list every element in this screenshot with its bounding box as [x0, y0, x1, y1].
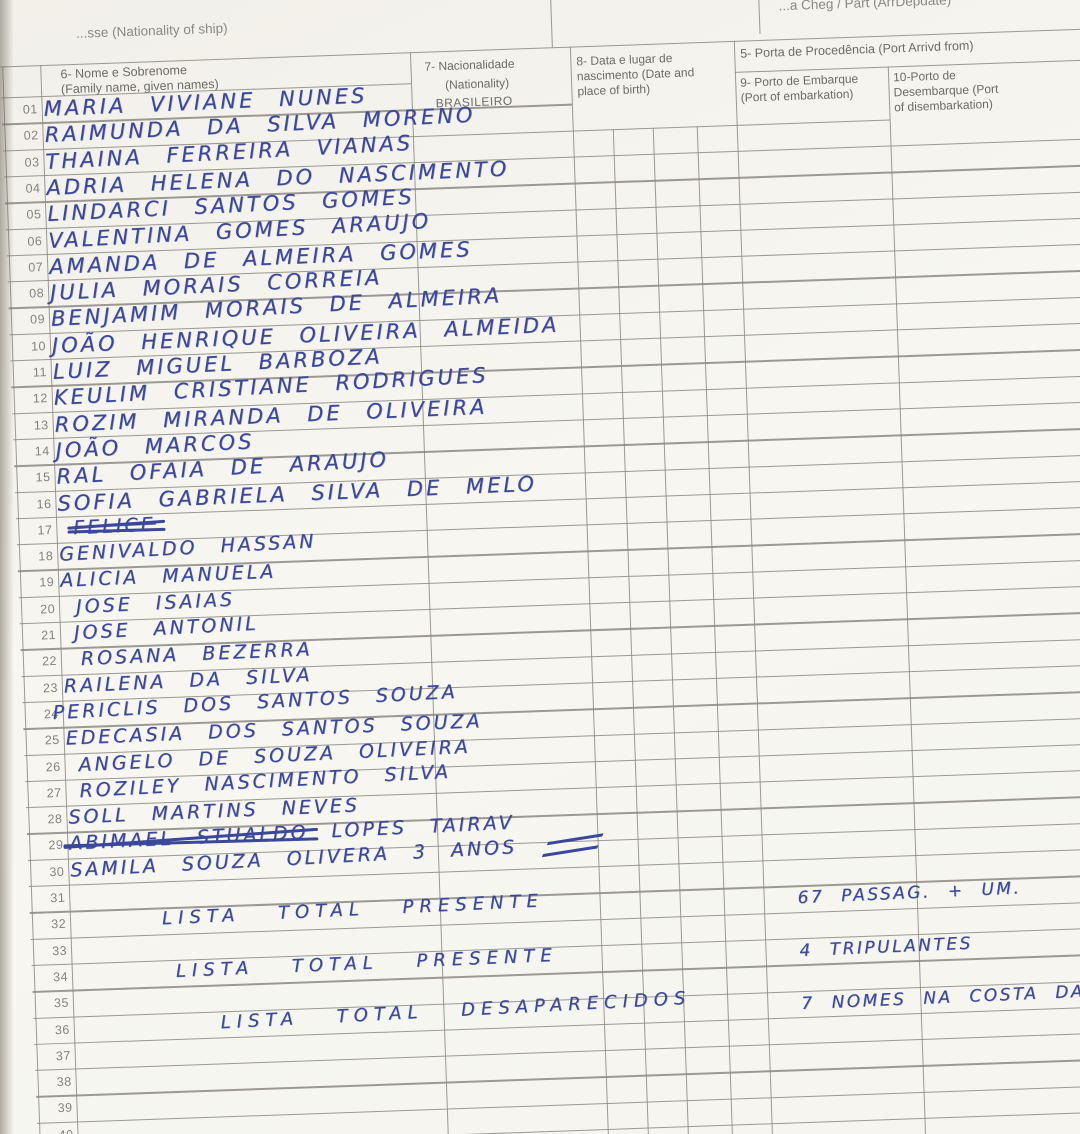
row-number: 02 [23, 128, 39, 144]
row-number: 27 [46, 785, 62, 801]
row-number: 12 [32, 391, 49, 406]
row-number: 18 [38, 549, 54, 564]
row-number: 22 [41, 654, 58, 669]
handwritten-name: LISTA TOTAL PRESENTE [175, 944, 559, 982]
birth-subcol-line-1 [612, 128, 651, 1134]
header-embark-en: (Port of embarkation) [740, 86, 854, 105]
handwritten-name: JOSE ANTONIL [73, 612, 260, 645]
header-birth-line3: place of birth) [577, 81, 651, 99]
row-number: 23 [42, 680, 59, 696]
struck-text: FELICE [72, 513, 157, 540]
handwritten-name: LISTA TOTAL DESAPARECIDOS [220, 987, 692, 1033]
row-number: 40 [39, 1127, 73, 1134]
row-number: 10 [30, 338, 47, 354]
handwritten-name: ALICIA MANUELA [59, 561, 277, 593]
row-number: 08 [29, 286, 45, 301]
row-number: 13 [33, 417, 49, 433]
row-number: 21 [40, 627, 57, 643]
row-number: 19 [39, 575, 55, 590]
row-number: 14 [34, 443, 50, 459]
row-number: 29 [48, 838, 64, 853]
row-number: 09 [29, 312, 46, 328]
row-number: 35 [53, 995, 70, 1011]
row-number: 20 [40, 601, 56, 617]
row-number: 01 [22, 102, 38, 117]
row-number: 39 [57, 1101, 73, 1116]
row-number: 28 [47, 811, 63, 827]
row-number: 31 [50, 890, 66, 906]
row-number: 37 [55, 1048, 72, 1063]
row-number: 16 [36, 496, 52, 512]
handwritten-name: JOSE ISAIAS [75, 588, 236, 618]
double-dash-mark [542, 832, 604, 857]
birth-embark-divider [733, 40, 775, 1134]
row-number: 34 [52, 969, 69, 985]
top-right-partial-label: ...a Cheg / Part (ArrDepdate) [778, 0, 952, 14]
row-number: 17 [37, 522, 53, 538]
top-strip-divider [550, 0, 554, 48]
top-left-partial-label: ...sse (Nationality of ship) [75, 20, 228, 41]
row-number: 04 [25, 181, 41, 196]
header-nationality-en: (Nationality) [444, 75, 510, 93]
row-number: 32 [51, 917, 67, 932]
row-number: 36 [54, 1022, 71, 1037]
embark-disembark-divider [887, 66, 928, 1134]
birth-subcol-line-2 [652, 127, 691, 1134]
row-number: 11 [32, 365, 48, 380]
row-number: 25 [44, 733, 60, 748]
top-strip-divider-right [758, 0, 761, 35]
birth-subcol-line-3 [696, 125, 735, 1134]
header-nationality-pt: 7- Nacionalidade [424, 56, 515, 74]
row-number: 33 [51, 943, 68, 958]
row-number: 26 [45, 759, 61, 774]
row-number: 05 [26, 207, 42, 222]
row-number: 38 [56, 1074, 72, 1090]
row-number: 30 [49, 864, 65, 879]
row-number: 07 [28, 259, 44, 275]
header-port-from: 5- Porta de Procedência (Port Arrivd fro… [739, 38, 974, 61]
row-number: 15 [35, 470, 51, 485]
row-number: 03 [24, 154, 40, 170]
handwritten-total: 67 PASSAG. + UM. [797, 878, 1022, 909]
row-number: 06 [27, 233, 43, 249]
handwritten-name: FELICE [73, 513, 156, 539]
header-disembark-line3: of disembarkation) [893, 96, 994, 115]
